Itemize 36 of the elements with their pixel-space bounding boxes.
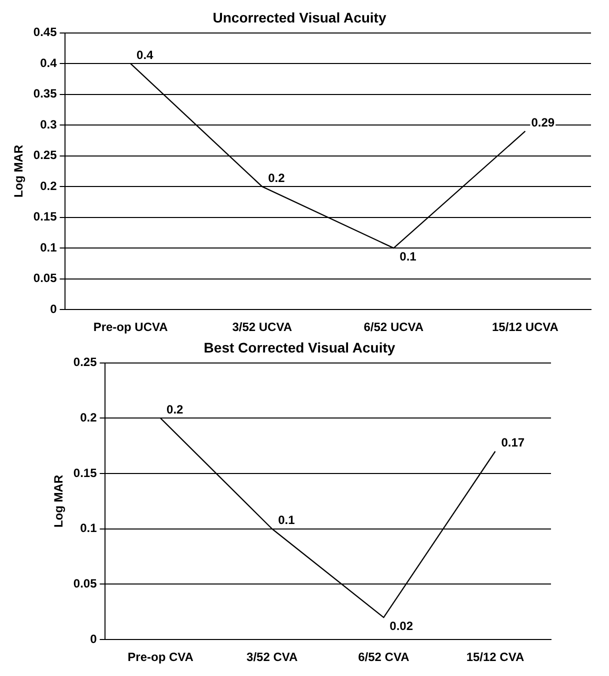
x-tick-label: 3/52 UCVA (232, 320, 292, 334)
x-tick-label: 3/52 CVA (246, 650, 298, 664)
data-label: 0.4 (136, 48, 154, 62)
data-label: 0.2 (166, 402, 184, 416)
y-tick-label: 0.15 (73, 466, 98, 480)
y-tick-label: 0.45 (33, 25, 58, 40)
x-tick-label: 6/52 UCVA (364, 320, 424, 334)
x-tick-label: Pre-op CVA (128, 650, 194, 664)
chart-title: Uncorrected Visual Acuity (212, 9, 386, 26)
data-label: 0.02 (390, 618, 414, 633)
y-axis-title: Log MAR (12, 144, 26, 198)
data-label: 0.1 (400, 249, 417, 264)
data-label: 0.17 (501, 436, 525, 450)
x-tick-label: Pre-op UCVA (93, 320, 168, 334)
y-tick-label: 0.05 (33, 271, 58, 286)
y-tick-label: 0.2 (40, 178, 58, 193)
y-tick-label: 0.1 (40, 240, 58, 254)
y-tick-label: 0.2 (80, 410, 98, 424)
data-label: 0.1 (278, 513, 296, 528)
y-tick-label: 0.35 (33, 86, 58, 101)
x-tick-label: 6/52 CVA (358, 650, 410, 664)
y-tick-label: 0.05 (73, 576, 98, 591)
data-label: 0.29 (531, 116, 555, 130)
x-tick-label: 15/12 CVA (466, 650, 524, 664)
y-tick-label: 0 (50, 302, 58, 316)
y-axis-title: Log MAR (52, 474, 66, 528)
x-tick-label: 15/12 UCVA (492, 320, 559, 334)
y-tick-label: 0 (90, 632, 98, 646)
data-label: 0.2 (268, 170, 286, 185)
y-tick-label: 0.1 (80, 521, 98, 536)
y-tick-label: 0.4 (40, 56, 58, 70)
y-tick-label: 0.25 (73, 355, 98, 370)
y-tick-label: 0.15 (33, 210, 58, 224)
chart-title: Best Corrected Visual Acuity (204, 339, 396, 356)
y-tick-label: 0.3 (40, 117, 58, 132)
y-tick-label: 0.25 (33, 148, 58, 162)
